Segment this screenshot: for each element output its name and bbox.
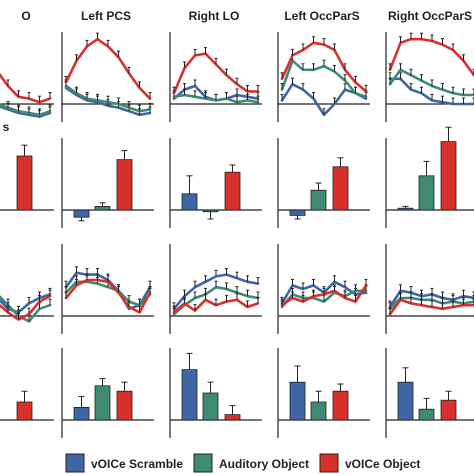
bar-object xyxy=(16,401,33,421)
legend-swatch-auditory xyxy=(193,453,213,473)
panel-title-col3: Left OccParS xyxy=(284,9,359,23)
legend-label-scramble: vOICe Scramble xyxy=(91,457,183,471)
panel-r1-c2 xyxy=(169,32,262,122)
panel-r1-c3 xyxy=(277,32,370,122)
panel-title-col1: Left PCS xyxy=(81,9,131,23)
bar-scramble xyxy=(181,193,198,211)
panel-r2-c3 xyxy=(277,138,370,228)
bar-auditory xyxy=(94,385,111,421)
bar-auditory xyxy=(94,205,111,211)
panel-r4-c4 xyxy=(385,348,474,438)
bar-auditory xyxy=(202,209,219,213)
panel-title-col4: Right OccParS xyxy=(388,9,472,23)
bar-auditory xyxy=(310,401,327,421)
panel-r4-c1 xyxy=(61,348,154,438)
bar-object xyxy=(440,399,457,421)
bar-scramble xyxy=(397,207,414,211)
bar-scramble xyxy=(289,209,306,216)
legend-swatch-object xyxy=(319,453,339,473)
bar-object xyxy=(16,155,33,211)
row-label-fragment: s xyxy=(3,120,10,134)
panel-title-col2: Right LO xyxy=(189,9,240,23)
bar-scramble xyxy=(181,369,198,421)
legend: vOICe Scramble Auditory Object vOICe Obj… xyxy=(65,453,420,473)
bar-object xyxy=(332,390,349,421)
bar-auditory xyxy=(418,175,435,211)
panel-r3-c3 xyxy=(277,244,370,334)
panel-title-col0: O xyxy=(21,9,30,23)
bar-object xyxy=(116,390,133,421)
bar-scramble xyxy=(397,381,414,421)
panel-r2-c2 xyxy=(169,138,262,228)
bar-scramble xyxy=(73,406,90,421)
panels-group xyxy=(0,32,474,438)
legend-label-object: vOICe Object xyxy=(345,457,420,471)
bar-scramble xyxy=(289,381,306,421)
panel-r2-c0 xyxy=(0,144,54,211)
panel-r4-c3 xyxy=(277,348,370,438)
bar-auditory xyxy=(418,408,435,421)
series-line-object xyxy=(64,37,152,100)
bar-object xyxy=(224,414,241,421)
bar-object xyxy=(224,171,241,211)
panel-r1-c1 xyxy=(61,32,154,122)
panel-r3-c0 xyxy=(0,287,54,323)
bar-object xyxy=(332,166,349,211)
panel-r2-c4 xyxy=(385,126,474,228)
panel-r3-c2 xyxy=(169,244,262,334)
bar-auditory xyxy=(202,392,219,421)
panel-r2-c1 xyxy=(61,138,154,228)
panel-r1-c4 xyxy=(385,32,474,122)
bar-auditory xyxy=(310,189,327,211)
panel-r3-c4 xyxy=(385,244,474,334)
panel-r1-c0 xyxy=(0,72,54,118)
panel-r4-c2 xyxy=(169,348,262,438)
legend-swatch-scramble xyxy=(65,453,85,473)
legend-label-auditory: Auditory Object xyxy=(219,457,309,471)
bar-object xyxy=(116,159,133,211)
bar-object xyxy=(440,141,457,211)
series-line-object xyxy=(0,72,52,104)
panel-r3-c1 xyxy=(61,244,154,334)
panel-r4-c0 xyxy=(0,390,54,421)
bar-scramble xyxy=(73,209,90,218)
